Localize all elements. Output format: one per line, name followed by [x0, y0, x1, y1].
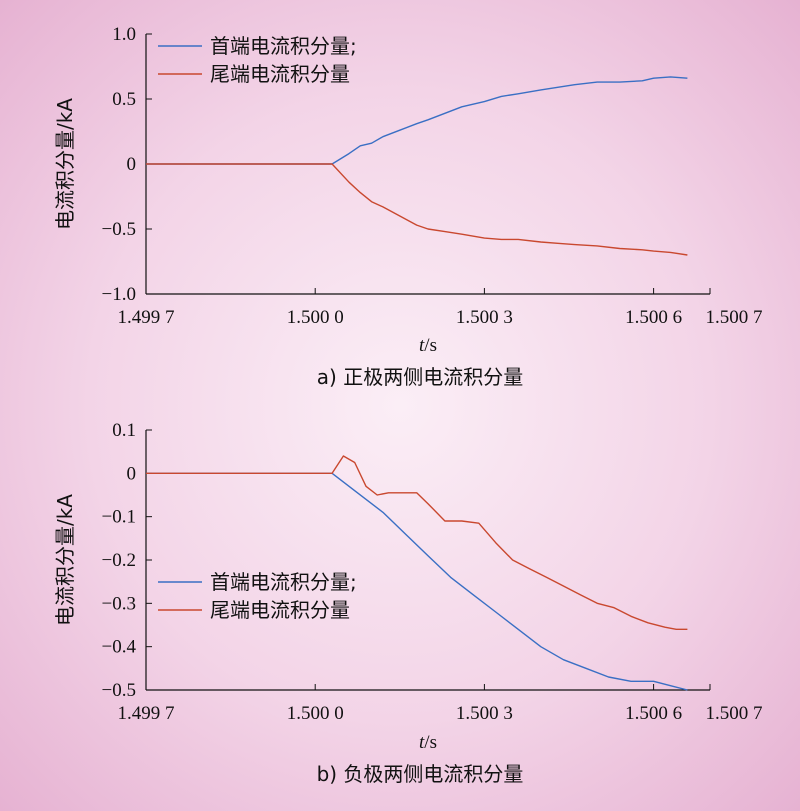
y-tick-label: −0.4: [102, 637, 137, 658]
y-tick-label: −0.3: [102, 593, 136, 614]
series-line-head-end: [146, 76, 688, 165]
y-tick-label: 0: [127, 463, 137, 484]
panel-caption: b) 负极两侧电流积分量: [317, 762, 524, 786]
series-line-tail-end: [146, 455, 688, 630]
x-tick-label: 1.500 7: [706, 703, 763, 724]
y-tick-label: 1.0: [112, 24, 136, 45]
legend-label-head-end: 首端电流积分量;: [210, 570, 357, 594]
x-tick-label: 1.500 0: [287, 703, 344, 724]
x-tick-label: 1.500 3: [456, 307, 513, 328]
legend-label-head-end: 首端电流积分量;: [210, 34, 357, 58]
legend-label-tail-end: 尾端电流积分量: [210, 598, 350, 622]
y-tick-label: 0.1: [112, 420, 136, 441]
y-tick-label: 0.5: [112, 89, 136, 110]
y-tick-label: −1.0: [102, 284, 136, 305]
x-tick-label: 1.500 6: [625, 703, 682, 724]
series-line-head-end: [146, 472, 688, 691]
series-line-tail-end: [146, 163, 688, 256]
panel-caption: a) 正极两侧电流积分量: [317, 365, 523, 389]
y-tick-label: −0.2: [102, 550, 136, 571]
x-axis-label: t/s: [419, 335, 437, 356]
y-axis-label: 电流积分量/kA: [53, 98, 77, 230]
y-tick-label: −0.5: [102, 680, 136, 701]
x-tick-label: 1.499 7: [118, 307, 175, 328]
legend-label-tail-end: 尾端电流积分量: [210, 62, 350, 86]
x-tick-label: 1.500 0: [287, 307, 344, 328]
chart-panel-a: 1.0 0.5 0 −0.5 −1.01.499 7 1.500 0 1.500 3 1.50…: [53, 24, 763, 389]
x-tick-label: 1.500 6: [625, 307, 682, 328]
x-axis-label: t/s: [419, 732, 437, 753]
x-tick-label: 1.500 3: [456, 703, 513, 724]
x-tick-label: 1.499 7: [118, 703, 175, 724]
x-tick-label: 1.500 7: [706, 307, 763, 328]
chart-panel-b: 0.1 0 −0.1 −0.2 −0.3 −0.4 −0.51.499 7 1.500 0 1.…: [53, 420, 763, 786]
y-axis-label: 电流积分量/kA: [53, 494, 77, 626]
y-tick-label: −0.1: [102, 507, 136, 528]
y-tick-label: −0.5: [102, 219, 136, 240]
y-tick-label: 0: [127, 154, 137, 175]
